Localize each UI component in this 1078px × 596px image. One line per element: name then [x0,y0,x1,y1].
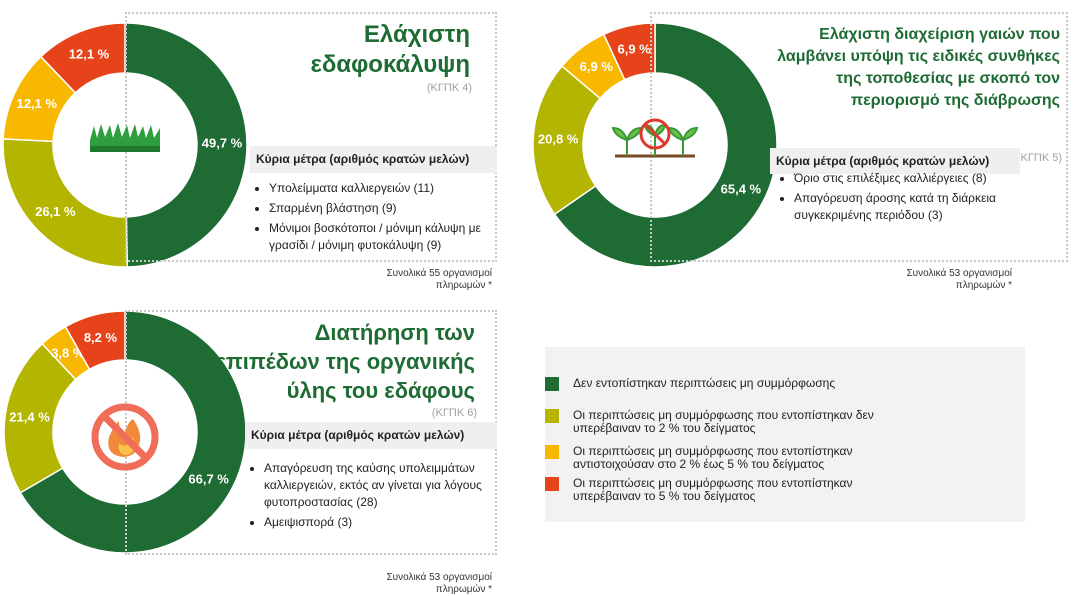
value-label: 6,9 % [618,42,652,57]
value-label: 12,1 % [17,96,58,111]
value-label: 49,7 % [202,136,243,151]
chart-code: (ΚΓΠΚ 4) [426,82,472,94]
title-line: Ελάχιστη διαχείριση γαιών που [819,26,1060,43]
measure-item: Απαγόρευση άροσης κατά τη διάρκεια συγκε… [794,190,1064,224]
measure-item: Όριο στις επιλέξιμες καλλιέργειες (8) [794,170,1064,187]
title-line: επιπέδων της οργανικής [215,349,475,374]
legend-item: Οι περιπτώσεις μη συμμόρφωσης που εντοπί… [545,476,913,503]
legend-label: Οι περιπτώσεις μη συμμόρφωσης που εντοπί… [573,476,853,503]
chart-title: Ελάχιστη εδαφοκάλυψη [250,20,470,80]
legend-label: Δεν εντοπίστηκαν περιπτώσεις μη συμμόρφω… [573,376,836,390]
measures-list: Υπολείμματα καλλιεργειών (11) Σπαρμένη βλ… [255,180,504,257]
title-line: εδαφοκάλυψη [310,51,470,78]
chart-code: (ΚΓΠΚ 5) [1016,152,1062,164]
legend-swatch [545,445,559,459]
title-line: ύλης του εδάφους [286,378,475,403]
legend-label: Οι περιπτώσεις μη συμμόρφωσης που εντοπί… [573,444,853,471]
title-line: Διατήρηση των [314,320,475,345]
legend-swatch [545,409,559,423]
value-label: 20,8 % [538,132,579,147]
measure-item: Υπολείμματα καλλιεργειών (11) [269,180,504,197]
measures-header: Κύρια μέτρα (αριθμός κρατών μελών) [770,148,1020,174]
value-label: 26,1 % [35,204,76,219]
grass-icon [90,123,160,152]
footnote: Συνολικά 55 οργανισμοί πληρωμών * [386,268,492,291]
legend-swatch [545,477,559,491]
legend-item: Δεν εντοπίστηκαν περιπτώσεις μη συμμόρφω… [545,376,913,391]
chart-title: Διατήρηση των επιπέδων της οργανικής ύλης … [200,318,475,405]
legend-swatch [545,377,559,391]
measures-list: Απαγόρευση της καύσης υπολειμμάτων καλλι… [250,460,514,534]
value-label: 12,1 % [69,46,110,61]
value-label: 6,9 % [580,59,614,74]
measures-header: Κύρια μέτρα (αριθμός κρατών μελών) [245,422,497,449]
chart-frame [650,12,1068,262]
value-label: 8,2 % [84,330,118,345]
footnote: Συνολικά 53 οργανισμοί πληρωμών * [906,268,1012,291]
footnote: Συνολικά 53 οργανισμοί πληρωμών * [386,572,492,595]
title-line: περιορισμό της διάβρωσης [850,92,1060,109]
legend-item: Οι περιπτώσεις μη συμμόρφωσης που εντοπί… [545,408,913,435]
title-line: Ελάχιστη [363,21,470,48]
legend: Δεν εντοπίστηκαν περιπτώσεις μη συμμόρφω… [545,347,1025,522]
measure-item: Αμειψισπορά (3) [264,514,514,531]
value-label: 66,7 % [188,472,229,487]
value-label: 65,4 % [721,182,762,197]
measure-item: Μόνιμοι βοσκότοποι / μόνιμη κάλυψη με γρ… [269,220,504,254]
plants-icon [611,118,699,158]
chart-title: Ελάχιστη διαχείριση γαιών που λαμβάνει υπ… [700,24,1060,112]
legend-item: Οι περιπτώσεις μη συμμόρφωσης που εντοπί… [545,444,913,471]
measures-list: Όριο στις επιλέξιμες καλλιέργειες (8) Απα… [780,170,1064,227]
value-label: 3,8 % [51,346,85,361]
measures-header: Κύρια μέτρα (αριθμός κρατών μελών) [250,146,497,173]
no-burning-icon [91,403,159,471]
value-label: 21,4 % [9,409,50,424]
measure-item: Απαγόρευση της καύσης υπολειμμάτων καλλι… [264,460,514,511]
title-line: λαμβάνει υπόψη τις ειδικές συνθήκες [777,48,1060,65]
title-line: της τοποθεσίας με σκοπό τον [836,70,1060,87]
chart-code: (ΚΓΠΚ 6) [431,407,477,419]
measure-item: Σπαρμένη βλάστηση (9) [269,200,504,217]
legend-label: Οι περιπτώσεις μη συμμόρφωσης που εντοπί… [573,408,874,435]
